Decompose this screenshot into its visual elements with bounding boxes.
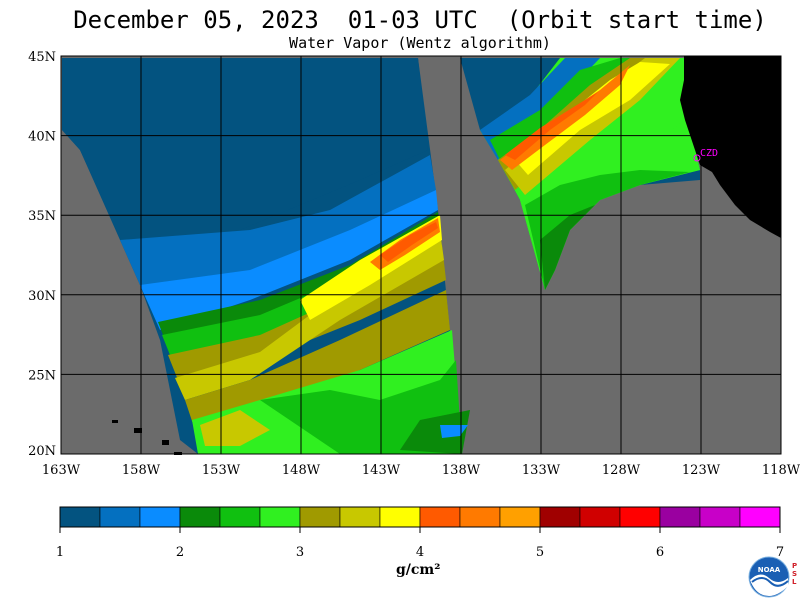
map-frame	[60, 55, 782, 455]
colorbar-segment	[499, 506, 541, 528]
colorbar-segment	[59, 506, 101, 528]
colorbar-tick-label: 6	[656, 545, 664, 560]
land-mass	[680, 56, 781, 238]
colorbar-segment	[99, 506, 141, 528]
longitude-labels: 163W 158W 153W 148W 143W 138W 133W 128W 123W 118W	[42, 463, 800, 478]
station-circle-icon	[693, 154, 701, 162]
colorbar-segment	[179, 506, 221, 528]
colorbar-tick-labels: 1 2 3 4 5 6 7	[56, 527, 784, 560]
colorbar-segment	[579, 506, 621, 528]
swath-west	[62, 58, 470, 454]
station-label: CZD	[700, 148, 718, 159]
map-title: December 05, 2023 01-03 UTC (Orbit start…	[73, 6, 767, 34]
lat-label: 30N	[28, 289, 56, 304]
lon-label: 148W	[282, 463, 321, 478]
colorbar-segment	[699, 506, 741, 528]
logo-text: NOAA	[758, 566, 781, 574]
lon-label: 158W	[122, 463, 161, 478]
map-subtitle: Water Vapor (Wentz algorithm)	[289, 34, 551, 52]
colorbar-segment	[139, 506, 181, 528]
colorbar-segment	[219, 506, 261, 528]
lon-label: 128W	[602, 463, 641, 478]
noaa-logo-icon: NOAA	[748, 556, 790, 598]
colorbar-segment	[459, 506, 501, 528]
lon-label: 153W	[202, 463, 241, 478]
swath-east	[460, 58, 700, 290]
lon-label: 123W	[682, 463, 721, 478]
latitude-labels: 45N 40N 35N 30N 25N 20N	[28, 50, 56, 459]
colorbar-segment	[419, 506, 461, 528]
station-marker: CZD	[693, 148, 718, 162]
colorbar-segment	[259, 506, 301, 528]
colorbar-segment	[739, 506, 781, 528]
lat-label: 20N	[28, 444, 56, 459]
lat-label: 45N	[28, 50, 56, 65]
colorbar	[59, 506, 781, 528]
lat-label: 25N	[28, 368, 56, 383]
lon-label: 163W	[42, 463, 81, 478]
colorbar-units: g/cm²	[396, 562, 441, 578]
colorbar-tick-label: 2	[176, 545, 184, 560]
lon-label: 133W	[522, 463, 561, 478]
colorbar-tick-label: 7	[776, 545, 784, 560]
colorbar-segment	[619, 506, 661, 528]
colorbar-tick-label: 1	[56, 545, 64, 560]
colorbar-segment	[539, 506, 581, 528]
lat-label: 35N	[28, 209, 56, 224]
colorbar-tick-label: 5	[536, 545, 544, 560]
colorbar-segment	[659, 506, 701, 528]
colorbar-tick-label: 3	[296, 545, 304, 560]
lat-lon-grid	[61, 56, 781, 454]
colorbar-segment	[299, 506, 341, 528]
lon-label: 143W	[362, 463, 401, 478]
lat-label: 40N	[28, 130, 56, 145]
lon-label: 138W	[442, 463, 481, 478]
colorbar-segment	[379, 506, 421, 528]
colorbar-segment	[339, 506, 381, 528]
lon-label: 118W	[762, 463, 800, 478]
colorbar-tick-label: 4	[416, 545, 424, 560]
